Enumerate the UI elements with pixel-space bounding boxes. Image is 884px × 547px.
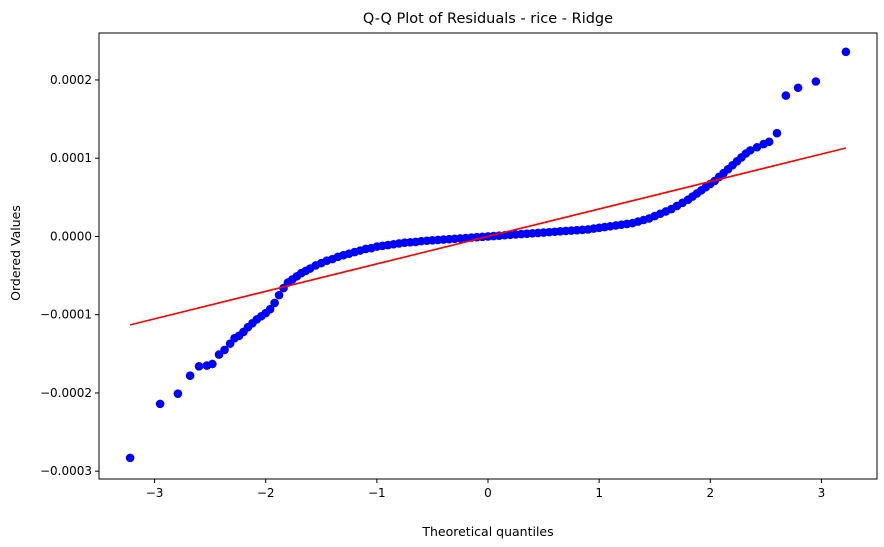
x-tick-label: 1 xyxy=(595,486,603,500)
qq-point xyxy=(208,359,217,369)
qq-point xyxy=(265,304,275,314)
qq-point xyxy=(274,290,284,300)
qq-point xyxy=(194,362,204,371)
qq-point xyxy=(772,128,782,138)
x-tick-label: 3 xyxy=(818,486,826,500)
qq-point xyxy=(841,47,851,57)
x-axis: −3 −2 −1 0 1 2 3 xyxy=(146,479,826,500)
y-tick-label: 0.0001 xyxy=(50,151,92,165)
plot-frame xyxy=(98,32,878,480)
qq-point xyxy=(811,77,821,86)
qq-point xyxy=(155,399,165,409)
y-tick-label: −0.0002 xyxy=(40,386,92,400)
qq-point xyxy=(185,371,195,381)
x-tick-label: −1 xyxy=(368,486,386,500)
qq-point xyxy=(220,345,229,355)
qq-point xyxy=(781,91,791,100)
x-tick-label: −3 xyxy=(146,486,164,500)
x-tick-label: 0 xyxy=(484,486,492,500)
qq-point xyxy=(173,389,183,399)
plot-area xyxy=(98,32,878,480)
y-tick-label: 0.0002 xyxy=(50,73,92,87)
y-tick-label: 0.0000 xyxy=(50,229,92,243)
x-tick-label: −2 xyxy=(257,486,275,500)
qq-point xyxy=(125,453,135,463)
fit-line xyxy=(129,147,847,326)
chart-title: Q-Q Plot of Residuals - rice - Ridge xyxy=(363,11,613,27)
y-tick-label: −0.0001 xyxy=(40,308,92,322)
qq-point xyxy=(270,298,279,308)
qq-point xyxy=(752,142,762,152)
y-axis: −0.0003 −0.0002 −0.0001 0.0000 0.0001 0.0002 xyxy=(40,73,99,478)
qq-point xyxy=(746,146,755,155)
y-axis-label: Ordered Values xyxy=(8,205,23,301)
qq-points xyxy=(125,47,851,463)
qq-point xyxy=(793,83,803,93)
qq-point xyxy=(764,137,774,147)
y-tick-label: −0.0003 xyxy=(40,464,92,478)
x-axis-label: Theoretical quantiles xyxy=(421,524,553,539)
x-tick-label: 2 xyxy=(706,486,714,500)
